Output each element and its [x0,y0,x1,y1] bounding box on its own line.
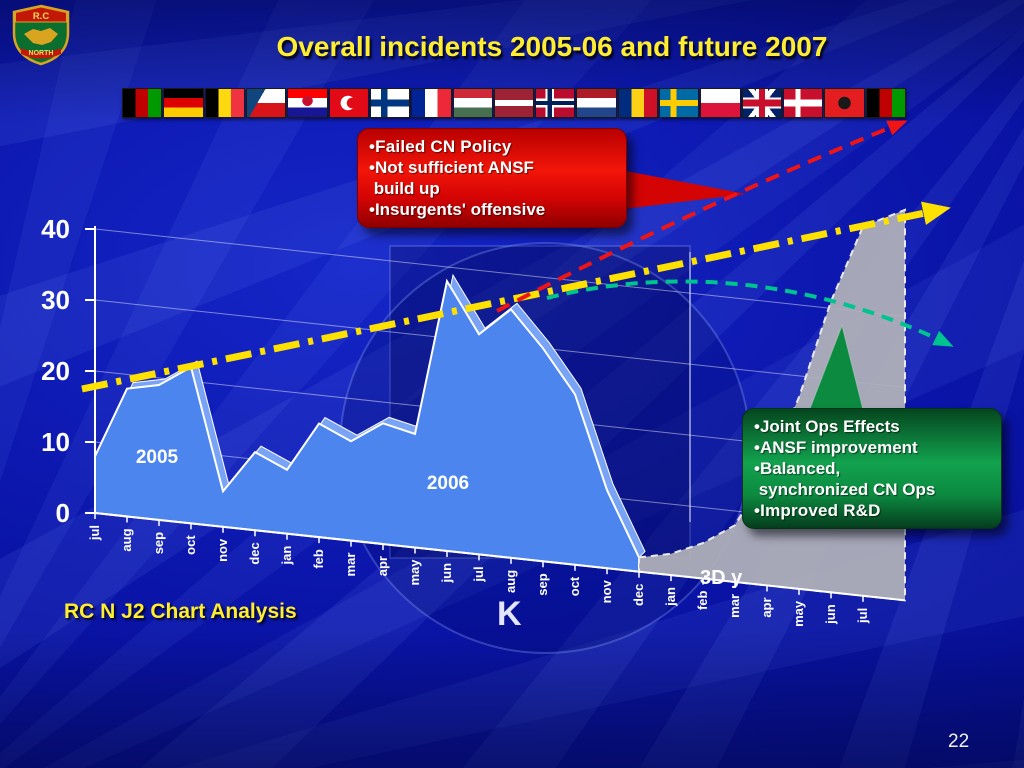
logo-text-top: R.C [33,11,50,22]
month-label: nov [215,538,230,562]
flag-poland [700,88,741,118]
month-label: sep [151,532,166,554]
flag-albania [824,88,865,118]
blue-area-incidents [94,278,640,573]
flag-belgium [204,88,245,118]
month-label: may [407,559,422,586]
flag-latvia [493,88,535,118]
callout-line: build up [369,179,440,198]
flag-finland [369,88,411,118]
month-label: feb [311,549,326,569]
month-label: dec [247,542,262,564]
month-label: feb [695,590,710,610]
partial-text: 3D y [700,567,743,589]
month-label: apr [375,556,390,576]
y-tick-label: 30 [41,285,70,315]
month-label: jul [87,525,102,541]
month-label: jul [855,608,870,624]
y-tick-label: 20 [41,356,70,386]
y-tick-label: 40 [41,214,70,244]
flag-croatia [287,88,328,118]
month-label: aug [503,570,518,593]
shield-banner [15,6,67,23]
month-label: apr [759,597,774,617]
rc-north-logo: R.C NORTH [10,4,72,66]
month-label: oct [183,535,198,555]
month-label: jan [279,546,294,566]
month-label: oct [567,576,582,596]
month-label: mar [343,553,358,577]
watermark-letter: K [497,595,522,633]
year-label-2005: 2005 [136,447,179,468]
callout-joint-ops: •Joint Ops Effects •ANSF improvement •Bala… [742,408,1002,529]
month-label: jan [663,587,678,607]
flag-germany [163,88,204,118]
callout-line: •ANSF improvement [754,438,918,457]
callout-failed-cn-policy: •Failed CN Policy •Not sufficient ANSF bu… [357,128,627,228]
chart-analysis-label: RC N J2 Chart Analysis [64,600,297,623]
flag-afghanistan [865,88,906,118]
shield-ribbon [21,48,61,59]
flag-denmark [783,88,824,118]
y-tick-label: 0 [56,498,70,528]
callout-line: •Not sufficient ANSF [369,158,534,177]
year-label-2006: 2006 [427,473,469,494]
month-label: mar [727,594,742,618]
callout-line: •Balanced, [754,459,841,478]
flag-czech-republic [245,88,287,118]
month-label: nov [599,579,614,603]
callout-lines: •Failed CN Policy •Not sufficient ANSF bu… [369,136,615,220]
flag-romania [617,88,659,118]
callout-line: •Joint Ops Effects [754,417,900,436]
flag-united-kingdom [741,88,782,118]
green-trend-arrow [546,279,954,347]
callout-line: •Insurgents' offensive [369,200,546,219]
flag-netherlands [576,88,617,118]
month-label: sep [535,573,550,595]
flag-afghanistan [122,88,163,118]
red-callout-tail [600,166,746,212]
callout-line: synchronized CN Ops [754,480,936,499]
flag-hungary [452,88,493,118]
flag-sweden [659,88,700,118]
month-label: jun [439,563,454,584]
month-label: jun [823,604,838,625]
flag-norway [535,88,576,118]
flag-turkey [328,88,369,118]
page-number: 22 [948,731,970,752]
flag-strip [122,88,906,118]
logo-text-bottom: NORTH [29,50,54,57]
callout-line: •Improved R&D [754,501,881,520]
callout-lines: •Joint Ops Effects •ANSF improvement •Bala… [754,416,990,521]
month-label: dec [631,584,646,606]
callout-line: •Failed CN Policy [369,137,512,156]
map-icon [24,28,58,45]
month-label: may [791,600,806,627]
x-axis [94,512,906,602]
month-label: aug [119,528,134,551]
slide-title: Overall incidents 2005-06 and future 200… [276,31,828,62]
month-label: jul [471,566,486,582]
flag-france [411,88,452,118]
gridline-40 [94,228,906,317]
y-tick-label: 10 [41,427,70,457]
